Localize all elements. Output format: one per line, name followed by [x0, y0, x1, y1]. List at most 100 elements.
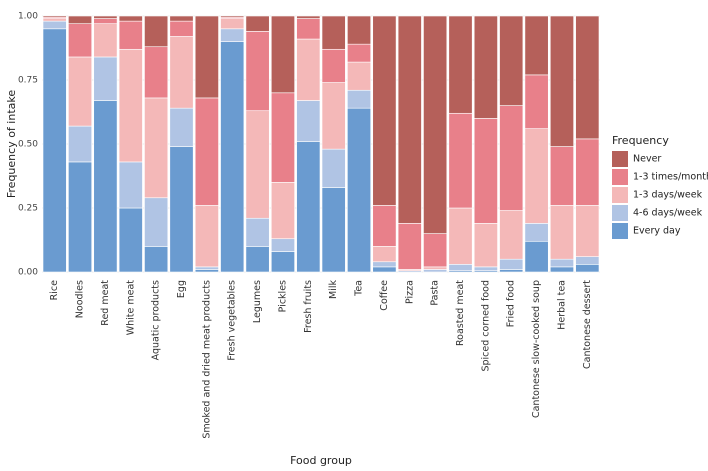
bar-segment — [296, 38, 321, 101]
bar-segment — [220, 15, 245, 18]
bar-segment — [68, 161, 93, 273]
bar-segment — [118, 15, 143, 22]
bar-segment — [473, 266, 498, 272]
bar-segment — [347, 107, 372, 273]
bar-segment — [321, 15, 346, 50]
x-tick-label: Pickles — [277, 280, 288, 312]
x-tick-label: Herbal tea — [556, 280, 567, 330]
bar-segment — [524, 223, 549, 242]
legend-label: 1-3 days/week — [633, 190, 703, 201]
bar-segment — [42, 18, 67, 22]
bar-segment — [296, 18, 321, 40]
bar-segment — [524, 15, 549, 76]
x-tick-label: Milk — [328, 280, 339, 299]
legend-label: 4-6 days/week — [633, 208, 703, 219]
bar-segment — [270, 92, 295, 183]
bar-segment — [499, 210, 524, 260]
bar-segment — [549, 15, 574, 147]
bar-segment — [68, 15, 93, 24]
bar-segment — [42, 20, 67, 30]
bar-segment — [245, 31, 270, 112]
bar-segment — [499, 105, 524, 211]
bar-segment — [423, 269, 448, 273]
x-tick-label: Rice — [49, 280, 60, 300]
x-tick-label: Coffee — [379, 280, 390, 311]
x-tick-label: Pasta — [430, 280, 441, 306]
x-axis-title: Food group — [290, 454, 352, 467]
bar-segment — [296, 141, 321, 273]
bar-segment — [118, 161, 143, 209]
bar-segment — [549, 205, 574, 260]
bar-segment — [524, 74, 549, 129]
bar-segment — [220, 41, 245, 273]
bar-segment — [473, 118, 498, 224]
bar-segment — [270, 182, 295, 240]
bar-segment — [42, 15, 67, 18]
bar-segment — [144, 246, 169, 273]
bar-segment — [144, 197, 169, 247]
bar-segment — [347, 61, 372, 91]
legend-swatch — [612, 187, 628, 203]
x-tick-label: Cantonese dessert — [582, 280, 593, 369]
x-tick-label: Fresh vegetables — [227, 280, 238, 361]
bar-segment — [473, 15, 498, 119]
bar-segment — [93, 23, 118, 58]
bar-segment — [347, 43, 372, 63]
bar-segment — [448, 112, 473, 209]
bar-segment — [296, 15, 321, 19]
x-tick-label: Egg — [176, 280, 187, 298]
bar-segment — [347, 15, 372, 45]
x-tick-label: White meat — [125, 280, 136, 336]
bar-segment — [169, 15, 194, 22]
bar-segment — [169, 146, 194, 273]
y-tick-label: 0.75 — [18, 76, 38, 86]
x-tick-label: Roasted meat — [455, 280, 466, 346]
bar-segment — [194, 205, 219, 268]
bar-segment — [144, 46, 169, 99]
x-tick-label: Cantonese slow-cooked soup — [531, 280, 542, 418]
bar-segment — [245, 246, 270, 273]
y-tick-label: 0.25 — [18, 204, 38, 214]
bar-segment — [372, 266, 397, 273]
bar-segment — [93, 56, 118, 101]
bar-segment — [194, 266, 219, 270]
bar-segment — [270, 15, 295, 94]
legend-title: Frequency — [612, 134, 669, 147]
bar-segment — [372, 15, 397, 206]
bar-segment — [93, 100, 118, 273]
bar-segment — [499, 269, 524, 273]
bar-segment — [245, 110, 270, 219]
bar-segment — [68, 56, 93, 127]
bar-segment — [144, 15, 169, 48]
bar-segment — [499, 15, 524, 106]
bar-segment — [194, 97, 219, 206]
bar-segment — [93, 18, 118, 24]
bar-segment — [321, 187, 346, 273]
bar-segment — [144, 97, 169, 199]
bar-segment — [296, 100, 321, 142]
x-tick-label: Smoked and dried meat products — [201, 280, 212, 439]
bar-segment — [549, 258, 574, 268]
bar-segment — [524, 128, 549, 224]
bar-segment — [321, 82, 346, 150]
bar-segment — [321, 48, 346, 83]
y-tick-label: 0.00 — [18, 268, 38, 278]
bar-segment — [423, 233, 448, 268]
x-tick-label: Spiced corned food — [480, 280, 491, 372]
x-tick-label: Fresh fruits — [303, 280, 314, 333]
bar-segment — [499, 258, 524, 270]
legend-swatch — [612, 223, 628, 239]
bar-segment — [93, 15, 118, 19]
bar-segment — [372, 261, 397, 268]
bar-segment — [423, 266, 448, 270]
bar-segment — [347, 89, 372, 109]
bar-segment — [549, 146, 574, 206]
y-tick-label: 1.00 — [18, 12, 38, 22]
bar-segment — [448, 207, 473, 265]
bar-segment — [118, 207, 143, 273]
legend-swatch — [612, 169, 628, 185]
bar-segment — [194, 15, 219, 99]
bar-segment — [448, 264, 473, 272]
bar-segment — [118, 20, 143, 50]
